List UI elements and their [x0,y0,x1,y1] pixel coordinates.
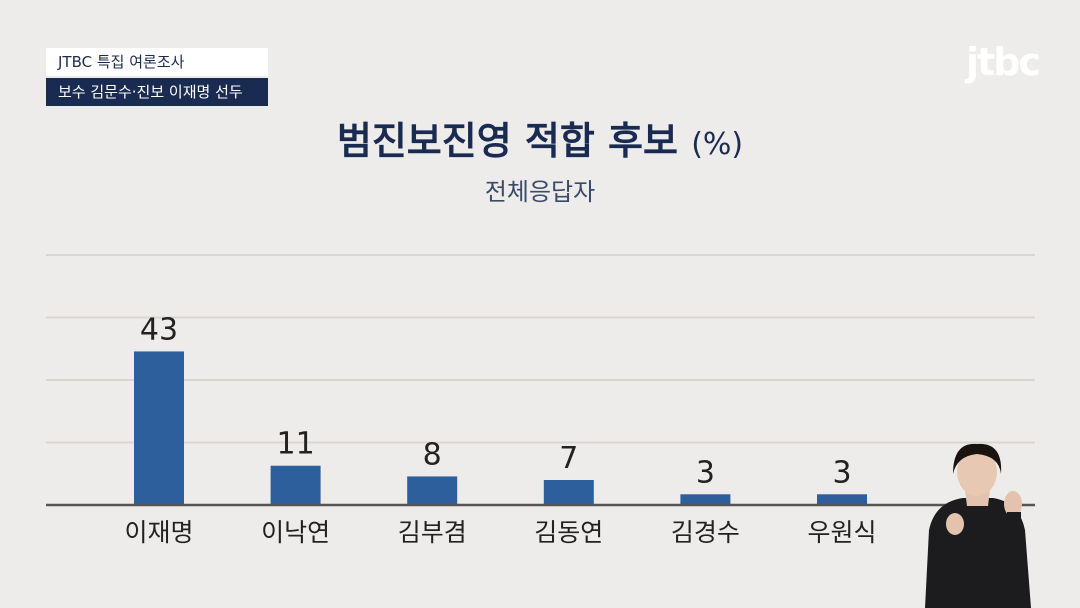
data-label: 3 [696,455,715,490]
data-label: 3 [832,455,851,490]
bar [817,494,867,505]
data-label: 43 [140,312,178,347]
category-label: 우원식 [807,518,876,547]
sign-language-interpreter [925,443,1031,608]
category-label: 이재명 [124,518,193,547]
data-label: 8 [423,437,442,472]
chart-title: 범진보진영 적합 후보 (%) [0,110,1080,165]
chart-title-unit: (%) [691,127,744,162]
bar [134,351,184,505]
category-label: 김동연 [534,518,603,547]
bar [407,476,458,505]
category-label: 김경수 [671,518,740,547]
chart-subtitle: 전체응답자 [484,178,596,206]
jtbc-logo: jtbc [966,40,1041,84]
bar [680,494,731,505]
program-tag: JTBC 특집 여론조사 [46,48,268,76]
chart-title-text: 범진보진영 적합 후보 [336,119,678,163]
category-label: 김부겸 [398,518,467,547]
bar [543,480,594,505]
bar [270,465,321,505]
data-label: 7 [559,441,578,476]
headline-tag: 보수 김문수·진보 이재명 선두 [46,78,268,106]
category-label: 이낙연 [261,518,330,547]
data-label: 11 [277,427,315,462]
